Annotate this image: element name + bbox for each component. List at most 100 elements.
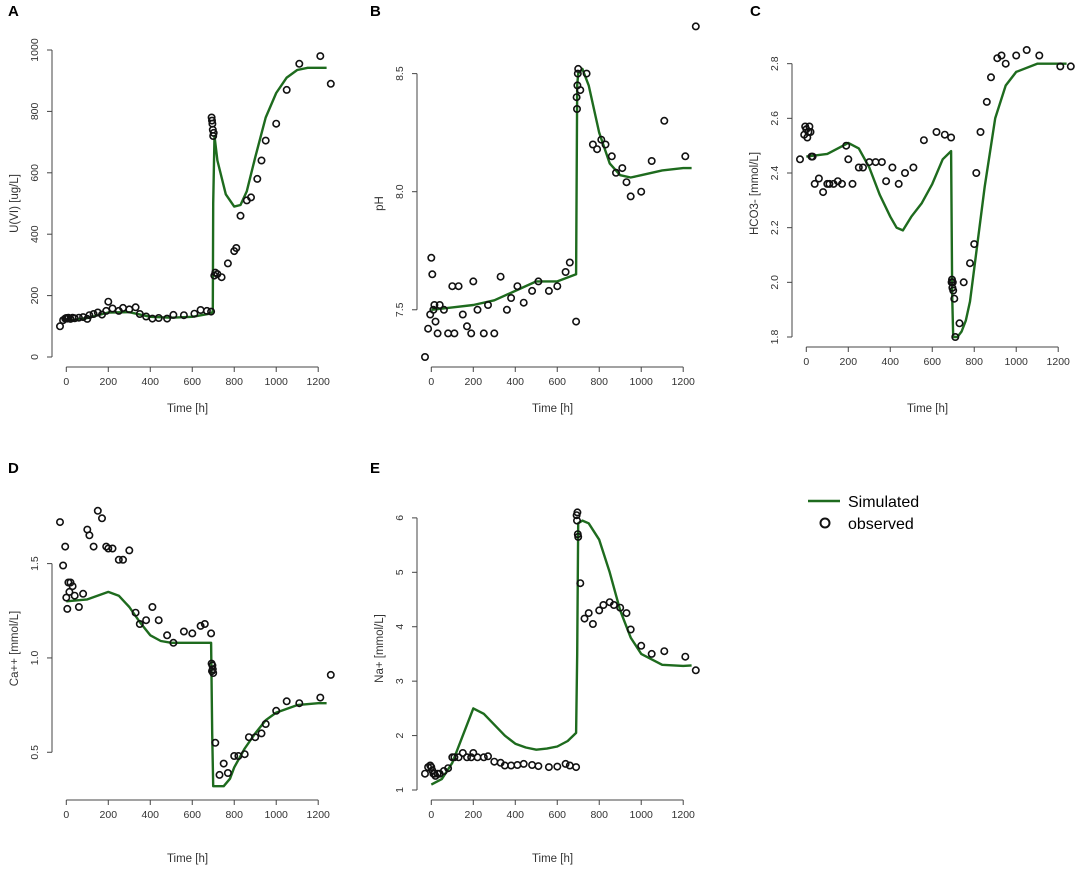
observed-point — [900, 169, 909, 178]
observed-point — [584, 609, 593, 618]
observed-point — [282, 697, 291, 706]
x-tick-label: 0 — [428, 376, 434, 388]
observed-point — [63, 604, 72, 613]
x-tick-label: 400 — [142, 376, 160, 388]
observed-point — [534, 762, 543, 771]
observed-point — [444, 329, 453, 338]
simulated-line — [431, 67, 692, 311]
observed-point — [513, 282, 522, 291]
observed-point — [219, 759, 228, 768]
observed-point — [70, 314, 79, 323]
observed-point — [230, 751, 239, 760]
observed-point — [519, 298, 528, 307]
simulated-line — [66, 66, 327, 322]
observed-point — [450, 329, 459, 338]
y-tick-label: 2.4 — [769, 166, 781, 181]
observed-point — [196, 305, 205, 314]
observed-point — [544, 763, 553, 772]
observed-point — [257, 156, 266, 165]
y-tick-label: 1.5 — [29, 556, 41, 571]
observed-point — [681, 652, 690, 661]
observed-point — [877, 158, 886, 167]
panel-letter: C — [750, 3, 761, 20]
panel-b: B 0 200 400 600 800 1000 1200 Time [h] 7.5 8.0 8.5 p… — [370, 3, 700, 415]
x-tick-label: 200 — [465, 376, 483, 388]
observed-point — [295, 699, 304, 708]
observed-point — [430, 300, 439, 309]
observed-point — [637, 641, 646, 650]
y-tick-label: 4 — [394, 624, 406, 630]
observed-point — [573, 69, 582, 78]
observed-point — [949, 286, 958, 295]
observed-point — [660, 116, 669, 125]
observed-point — [450, 753, 459, 762]
simulated-line — [66, 590, 327, 788]
observed-point — [154, 313, 163, 322]
x-tick-label: 400 — [142, 809, 160, 821]
observed-point — [89, 542, 98, 551]
y-tick-label: 8.5 — [394, 66, 406, 81]
observed-point — [982, 97, 991, 106]
x-tick-label: 1200 — [307, 376, 331, 388]
observed-point — [609, 600, 618, 609]
observed-point — [1001, 59, 1010, 68]
observed-point — [424, 324, 433, 333]
observed-point — [458, 310, 467, 319]
observed-point — [588, 619, 597, 628]
y-tick-label: 7.5 — [394, 302, 406, 317]
observed-point — [572, 763, 581, 772]
observed-point — [119, 555, 128, 564]
y-tick-label: 1.0 — [29, 650, 41, 665]
observed-point — [61, 542, 70, 551]
observed-point — [65, 587, 74, 596]
y-tick-label: 1 — [394, 787, 406, 793]
observed-point — [462, 322, 471, 331]
observed-point — [611, 168, 620, 177]
observed-point — [261, 136, 270, 145]
y-axis-title: Ca++ [mmol/L] — [9, 611, 21, 686]
observed-point — [316, 693, 325, 702]
y-axis-title: pH — [374, 196, 386, 211]
observed-point — [169, 310, 178, 319]
observed-point — [70, 591, 79, 600]
observed-point — [970, 240, 979, 249]
observed-point — [74, 602, 83, 611]
observed-point — [163, 314, 172, 323]
y-tick-label: 600 — [29, 164, 41, 182]
observed-point — [435, 300, 444, 309]
observed-point — [247, 193, 256, 202]
x-tick-label: 200 — [465, 809, 483, 821]
y-tick-label: 0 — [29, 354, 41, 360]
observed-point — [854, 163, 863, 172]
observed-point — [502, 305, 511, 314]
observed-point — [882, 177, 891, 186]
observed-point — [622, 178, 631, 187]
observed-point — [85, 531, 94, 540]
observed-point — [1056, 62, 1065, 71]
observed-point — [108, 544, 117, 553]
observed-point — [114, 555, 123, 564]
observed-point — [616, 603, 625, 612]
observed-point — [208, 665, 217, 674]
observed-point — [808, 152, 817, 161]
y-tick-label: 400 — [29, 225, 41, 243]
observed-point — [253, 174, 262, 183]
y-tick-label: 5 — [394, 569, 406, 575]
observed-point — [473, 305, 482, 314]
observed-point — [469, 277, 478, 286]
observed-point — [553, 762, 562, 771]
observed-point — [207, 629, 216, 638]
y-tick-label: 2.6 — [769, 111, 781, 126]
observed-point — [462, 753, 471, 762]
observed-point — [154, 616, 163, 625]
observed-point — [98, 514, 107, 523]
observed-point — [848, 179, 857, 188]
y-tick-label: 1000 — [29, 38, 41, 62]
observed-point — [948, 278, 957, 287]
x-tick-label: 1000 — [1005, 356, 1029, 368]
observed-point — [588, 140, 597, 149]
x-axis-title: Time [h] — [167, 853, 208, 865]
observed-point — [169, 638, 178, 647]
observed-point — [131, 303, 140, 312]
observed-point — [483, 300, 492, 309]
